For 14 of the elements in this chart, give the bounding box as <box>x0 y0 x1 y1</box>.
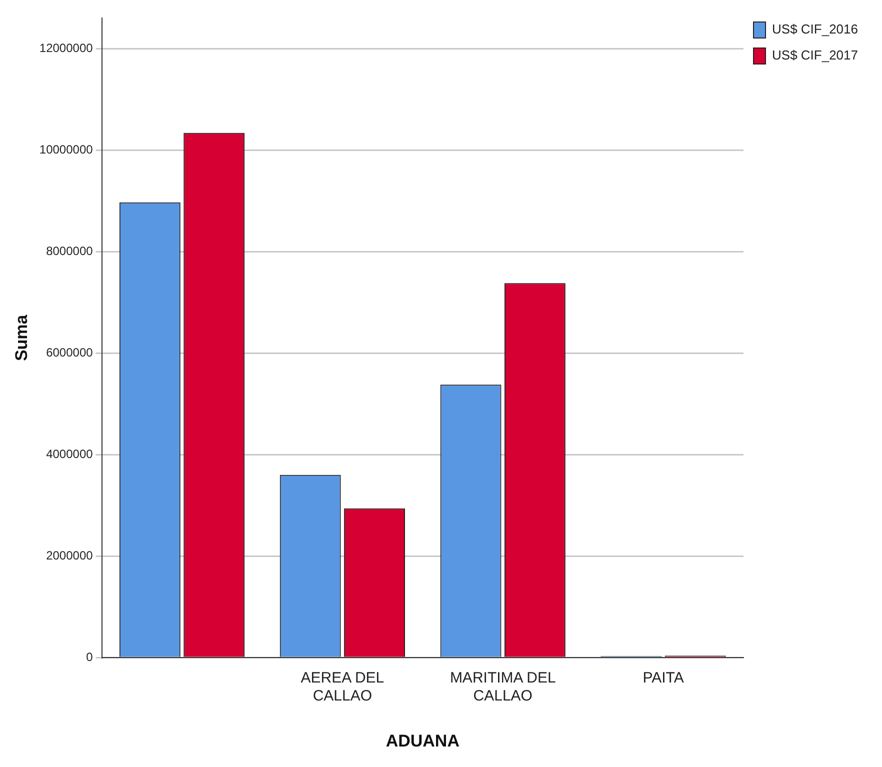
y-axis-title: Suma <box>12 314 31 362</box>
x-tick-label: MARITIMA DEL CALLAO <box>450 670 556 705</box>
y-tick-label: 8000000 <box>46 244 94 258</box>
y-tick-label: 0 <box>86 650 94 664</box>
y-tick-label: 4000000 <box>46 446 94 461</box>
legend-label: US$ CIF_2016 <box>772 22 858 37</box>
y-tick-label: 10000000 <box>39 142 94 156</box>
y-tick-label: 2000000 <box>46 548 94 562</box>
x-axis-title: ADUANA <box>386 731 460 750</box>
x-tick-label: PAITA <box>642 670 684 687</box>
y-tick-label: 12000000 <box>39 40 94 55</box>
x-tick-label: AEREA DEL CALLAO <box>300 670 384 705</box>
legend-label: US$ CIF_2017 <box>772 48 858 63</box>
y-tick-label: 6000000 <box>46 345 94 360</box>
